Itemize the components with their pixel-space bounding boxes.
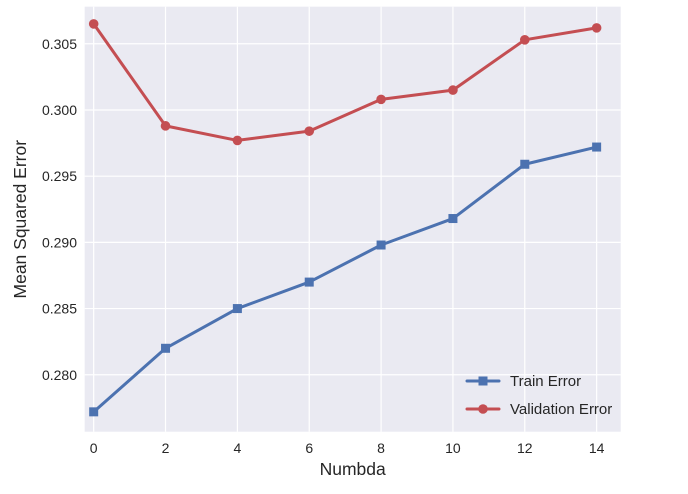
- plot-area: [84, 6, 621, 432]
- validation-error-marker: [160, 121, 171, 131]
- train-error-marker: [89, 407, 99, 417]
- x-axis-label: Numbda: [320, 459, 386, 479]
- validation-error-marker: [448, 85, 458, 95]
- x-tick-label: 2: [162, 440, 170, 456]
- gridlines: [84, 6, 621, 432]
- legend-label: Validation Error: [510, 401, 612, 418]
- validation-error-marker: [232, 135, 243, 146]
- y-tick-label: 0.280: [42, 367, 77, 383]
- train-error-marker: [161, 343, 171, 353]
- y-tick-label: 0.285: [42, 301, 77, 317]
- x-tick-label: 0: [90, 440, 98, 456]
- y-tick-label: 0.300: [42, 102, 77, 118]
- validation-error-marker: [88, 19, 99, 29]
- train-error-marker: [448, 214, 458, 224]
- validation-error-marker: [591, 23, 602, 33]
- train-error-line: [92, 145, 599, 414]
- y-axis-label: Mean Squared Error: [10, 140, 30, 299]
- y-tick-label: 0.305: [42, 36, 77, 52]
- x-tick-label: 6: [305, 440, 313, 456]
- validation-error-line: [92, 22, 599, 142]
- y-tick-labels: 0.280 0.285 0.290 0.295 0.300 0.305: [42, 36, 77, 383]
- validation-error-marker: [376, 94, 386, 105]
- train-error-marker: [592, 142, 602, 152]
- legend: Train Error Validation Error: [465, 373, 612, 418]
- y-tick-label: 0.295: [42, 168, 77, 184]
- train-error-marker: [520, 159, 530, 169]
- x-tick-label: 14: [589, 440, 605, 456]
- legend-label: Train Error: [510, 373, 581, 390]
- legend-item-validation-error: Validation Error: [465, 401, 612, 418]
- train-error-marker: [232, 304, 242, 314]
- x-tick-label: 4: [233, 440, 241, 456]
- legend-item-train-error: Train Error: [465, 373, 581, 390]
- x-tick-labels: 0 2 4 6 8 10 12 14: [90, 440, 605, 456]
- validation-error-marker: [519, 34, 530, 45]
- x-tick-label: 12: [517, 440, 533, 456]
- validation-error-marker: [304, 126, 315, 136]
- train-error-marker: [376, 240, 386, 250]
- train-error-marker: [304, 277, 314, 287]
- legend-square-marker-icon: [478, 376, 488, 386]
- y-tick-label: 0.290: [42, 234, 77, 250]
- x-tick-label: 8: [377, 440, 385, 456]
- x-tick-label: 10: [445, 440, 461, 456]
- legend-circle-marker-icon: [478, 404, 488, 414]
- series-lines: [88, 19, 602, 417]
